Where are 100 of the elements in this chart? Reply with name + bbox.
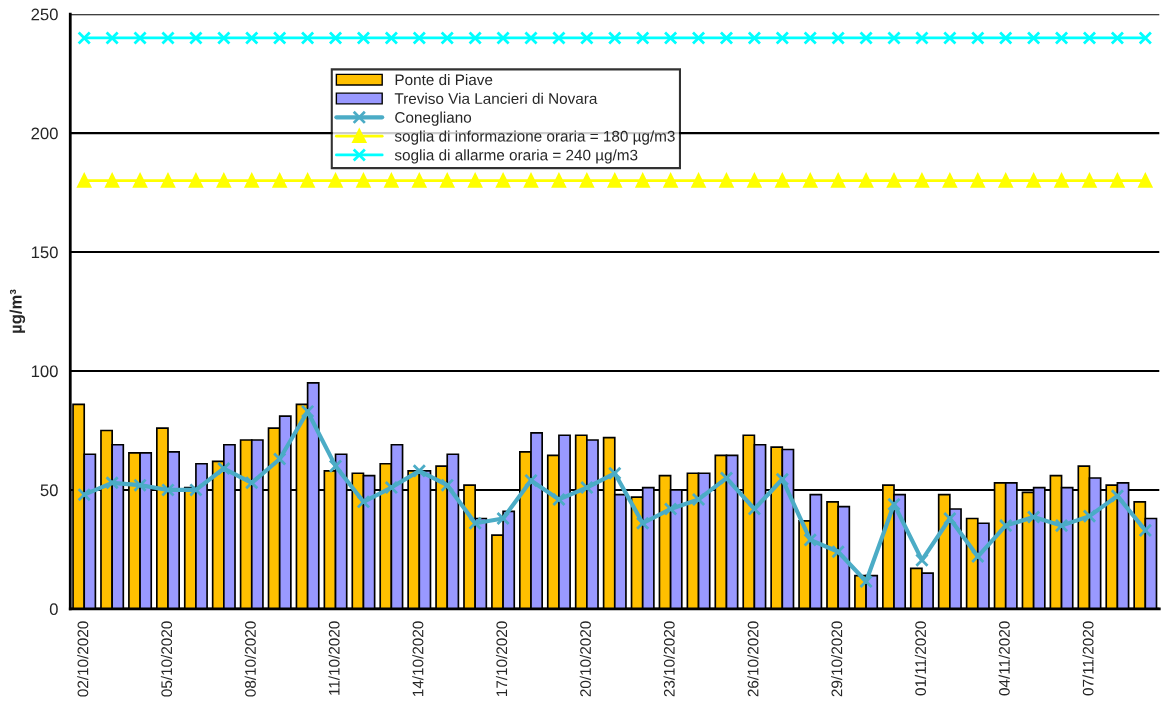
legend-label: Ponte di Piave [395, 73, 493, 86]
x-tick-label: 01/11/2020 [914, 621, 927, 696]
point [188, 482, 203, 497]
point [998, 173, 1013, 188]
point [914, 553, 929, 568]
point [719, 471, 734, 485]
point [803, 532, 818, 547]
point [524, 173, 538, 188]
point [942, 173, 957, 188]
y-tick-label: 250 [31, 8, 58, 21]
point [1054, 173, 1069, 188]
y-tick-label: 50 [40, 484, 58, 497]
point [272, 173, 287, 188]
point [803, 31, 818, 45]
point [747, 31, 762, 45]
point [468, 173, 483, 188]
point [496, 31, 511, 45]
point [887, 173, 901, 188]
point [440, 31, 455, 45]
x-tick-label: 20/10/2020 [579, 621, 591, 697]
point [77, 487, 92, 502]
point [970, 173, 985, 188]
point [272, 452, 287, 466]
point [635, 31, 650, 45]
point [1110, 31, 1125, 45]
point [216, 31, 231, 45]
point [300, 173, 315, 188]
point [998, 518, 1013, 533]
point [300, 31, 315, 45]
point [859, 31, 874, 45]
point [1054, 31, 1069, 45]
point [216, 461, 231, 476]
point [579, 480, 594, 495]
y-tick-label: 100 [31, 365, 58, 378]
point [1110, 173, 1125, 188]
point [77, 31, 92, 45]
point [663, 31, 678, 45]
point [719, 31, 734, 45]
point [1138, 31, 1153, 45]
point [77, 173, 92, 188]
point [133, 173, 148, 188]
point [133, 31, 148, 45]
point [970, 31, 985, 45]
point [942, 511, 957, 526]
point [663, 502, 678, 516]
point [719, 173, 734, 188]
point [887, 31, 901, 45]
point [468, 31, 483, 45]
point [1082, 173, 1097, 188]
point [105, 475, 120, 490]
point [914, 173, 929, 188]
point [440, 173, 455, 188]
legend-label: soglia di informazione oraria = 180 µg/m3 [394, 130, 675, 145]
y-tick-label: 200 [31, 127, 58, 140]
point [356, 494, 371, 509]
point [831, 544, 846, 559]
x-tick-label: 17/10/2020 [495, 621, 508, 696]
legend-label: soglia di allarme oraria = 240 µg/m3 [394, 149, 638, 164]
point [412, 463, 427, 478]
point [691, 31, 706, 45]
point [244, 475, 259, 490]
point [216, 173, 231, 188]
point [607, 31, 622, 45]
point [579, 31, 594, 45]
x-tick-label: 07/11/2020 [1082, 621, 1094, 696]
point [914, 31, 929, 45]
point [803, 173, 818, 188]
point [1138, 523, 1153, 538]
point [161, 173, 175, 188]
point [942, 31, 957, 45]
point [635, 516, 650, 531]
point [384, 173, 399, 188]
point [328, 173, 343, 188]
point [607, 466, 622, 481]
point [244, 31, 259, 45]
point [1026, 510, 1041, 524]
point [188, 31, 203, 45]
point [412, 31, 427, 45]
point [551, 173, 566, 188]
point [551, 31, 566, 45]
point [663, 173, 678, 188]
point [1138, 173, 1153, 188]
y-axis-title: µg/m³ [9, 289, 26, 333]
point [887, 497, 901, 512]
x-tick-label: 26/10/2020 [747, 621, 759, 697]
point [775, 472, 790, 487]
point [188, 173, 203, 188]
point [747, 173, 762, 188]
point [859, 574, 874, 589]
point [161, 31, 175, 45]
x-tick-label: 08/10/2020 [244, 621, 256, 697]
point [244, 173, 259, 188]
point [105, 173, 120, 188]
point [468, 516, 483, 531]
point [300, 404, 315, 419]
point [496, 173, 511, 188]
point [1026, 31, 1041, 45]
point [691, 492, 706, 507]
point [551, 492, 566, 507]
point [496, 511, 511, 526]
